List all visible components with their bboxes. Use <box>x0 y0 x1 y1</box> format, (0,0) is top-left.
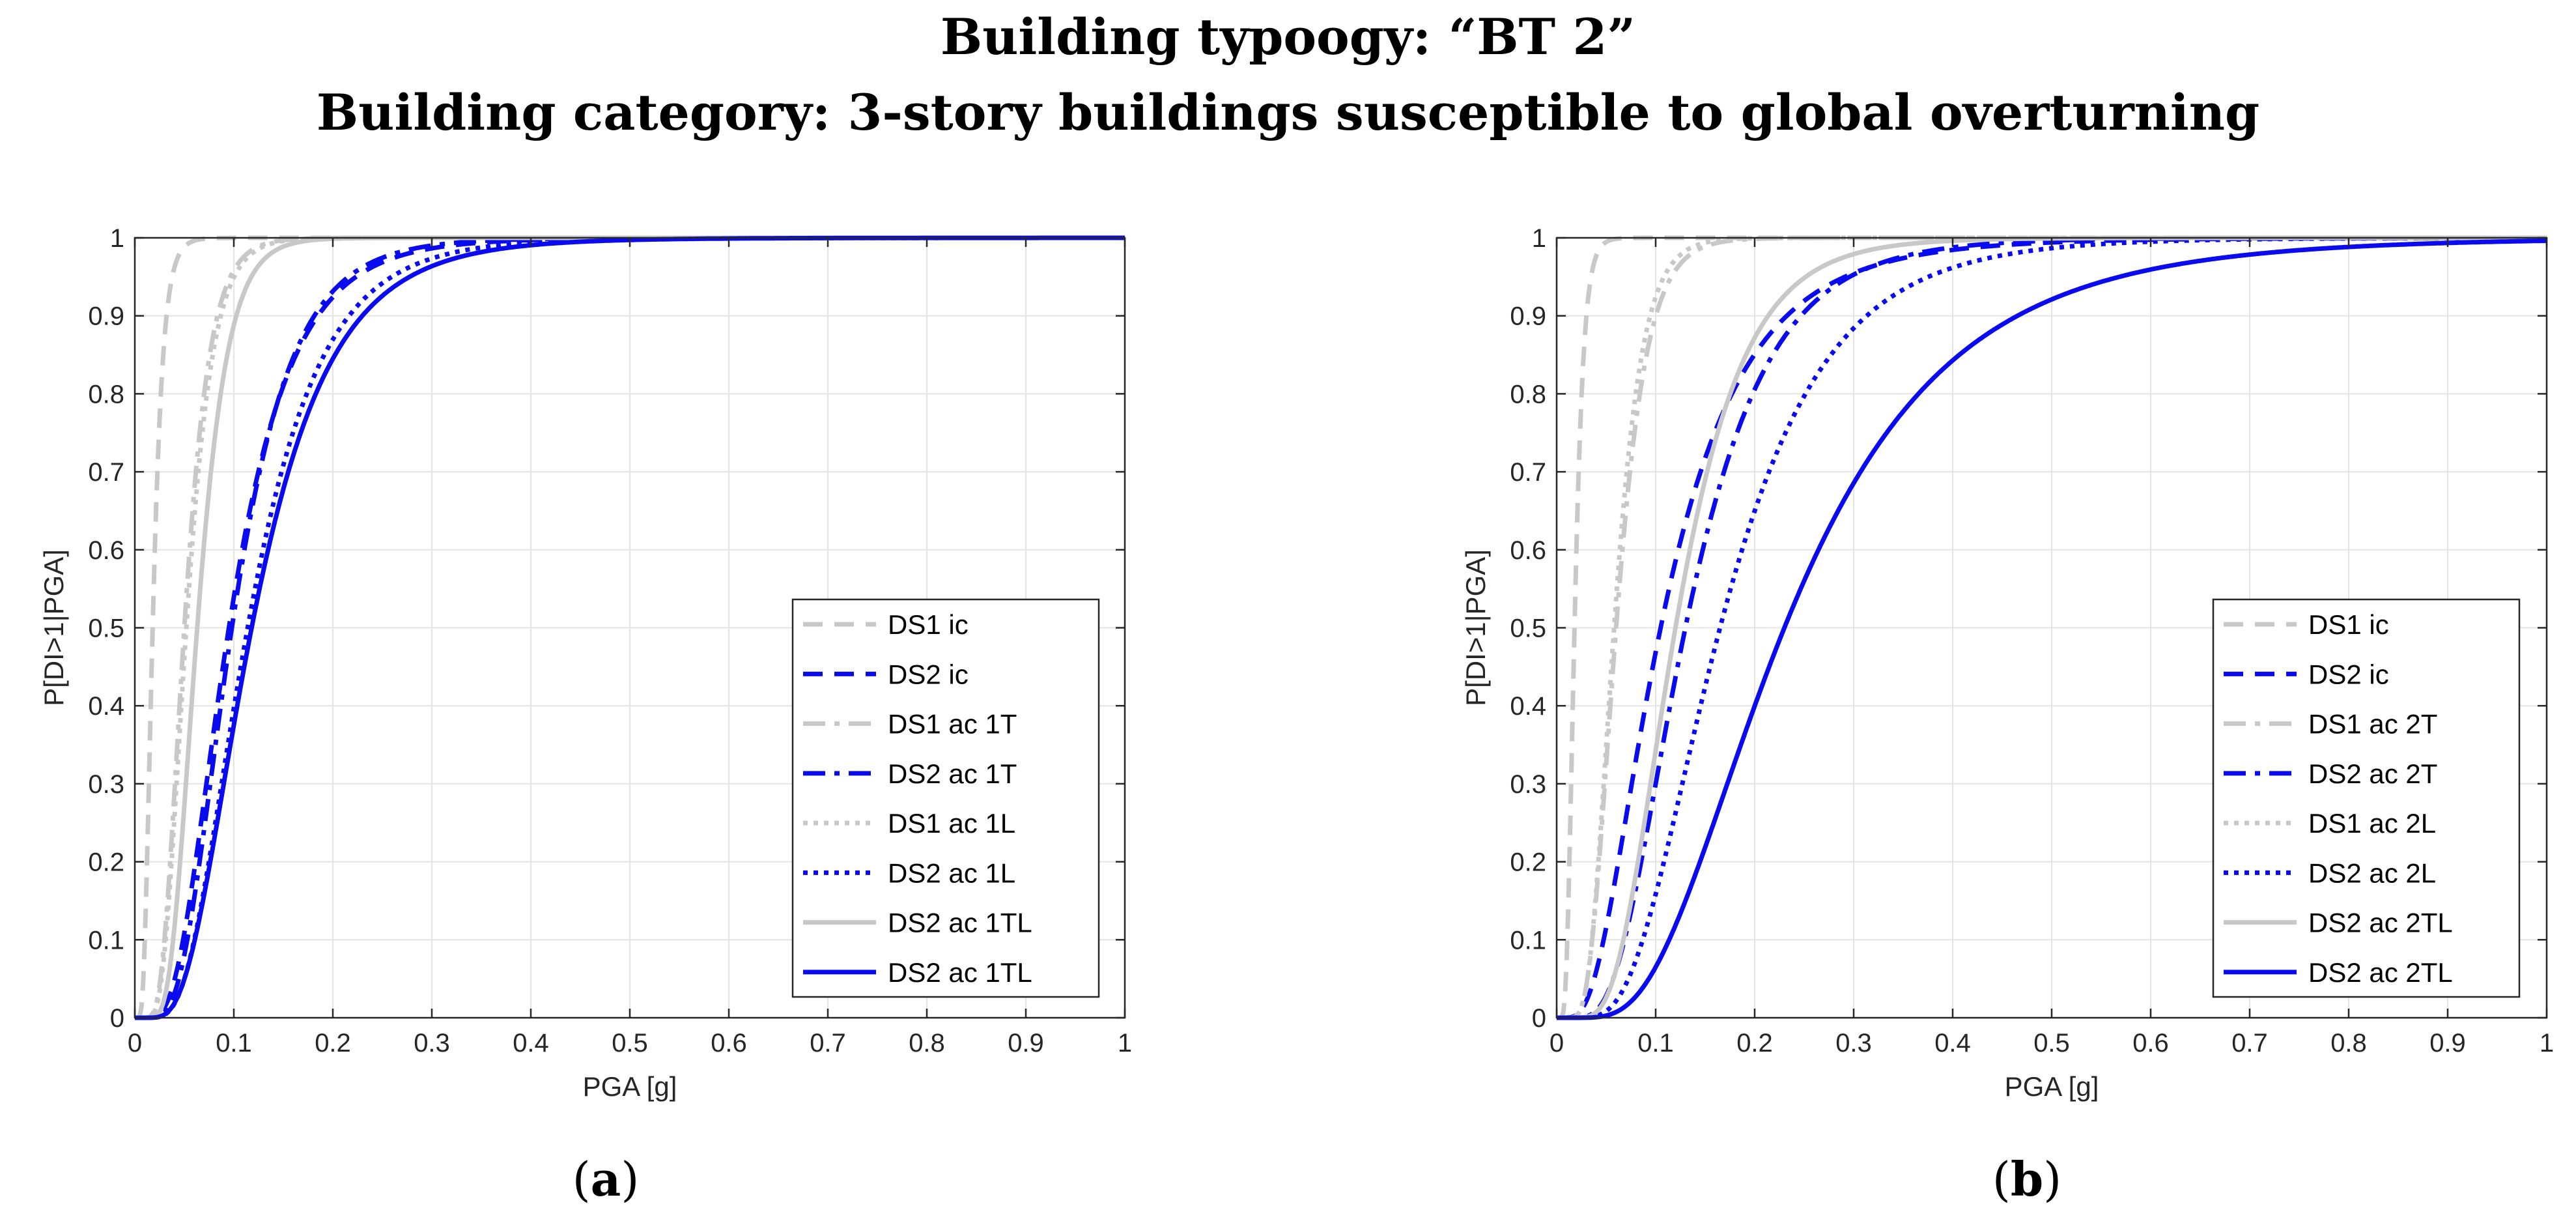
y-tick-label: 0.8 <box>88 380 124 409</box>
legend-label: DS2 ac 1L <box>888 857 1015 888</box>
x-tick-label: 0 <box>1550 1029 1564 1058</box>
legend-label: DS2 ac 2TL <box>2308 957 2453 988</box>
legend-label: DS2 ac 1T <box>888 758 1017 789</box>
y-tick-label: 0.5 <box>1510 614 1546 643</box>
legend-label: DS1 ic <box>2308 609 2389 640</box>
legend-label: DS2 ac 2T <box>2308 758 2437 789</box>
y-axis-label: P[DI>1|PGA] <box>38 549 69 706</box>
x-tick-label: 0.6 <box>711 1029 747 1058</box>
figure-title: Building typoogy: “BT 2” <box>940 8 1636 66</box>
y-tick-label: 0.3 <box>1510 770 1546 799</box>
y-tick-label: 0.6 <box>88 536 124 565</box>
series-line-ds2-ac-2l <box>1556 235 2547 1020</box>
legend-label: DS2 ac 1TL <box>888 957 1032 988</box>
y-tick-label: 0.4 <box>88 692 124 721</box>
x-tick-label: 0.2 <box>315 1029 351 1058</box>
x-tick-label: 0.2 <box>1736 1029 1773 1058</box>
panel-label-a: (a) <box>573 1151 640 1207</box>
x-axis-label: PGA [g] <box>2005 1071 2099 1102</box>
legend-label: DS1 ac 2T <box>2308 709 2437 740</box>
y-tick-label: 0.2 <box>1510 848 1546 877</box>
y-tick-label: 0.7 <box>88 458 124 487</box>
y-tick-label: 0.9 <box>88 302 124 331</box>
x-axis-label: PGA [g] <box>583 1071 677 1102</box>
x-tick-label: 0.7 <box>810 1029 846 1058</box>
x-tick-label: 0.1 <box>1637 1029 1674 1058</box>
x-tick-label: 0.9 <box>2429 1029 2466 1058</box>
legend: DS1 ic DS2 ic DS1 ac 1T DS2 ac 1T DS1 ac 1L D… <box>791 598 1100 998</box>
x-tick-label: 0.4 <box>1934 1029 1971 1058</box>
y-tick-label: 0.5 <box>88 614 124 643</box>
x-tick-label: 0.3 <box>414 1029 450 1058</box>
x-tick-label: 0.7 <box>2231 1029 2268 1058</box>
legend: DS1 ic DS2 ic DS1 ac 2T DS2 ac 2T DS1 ac 2L D… <box>2212 598 2521 998</box>
y-tick-label: 0.3 <box>88 770 124 799</box>
series-line-ds2-ac-2tl <box>1556 238 2547 1020</box>
legend-label: DS1 ic <box>888 609 969 640</box>
y-tick-label: 1 <box>110 224 124 253</box>
legend-label: DS2 ac 2TL <box>2308 908 2453 938</box>
legend-label: DS1 ac 2L <box>2308 808 2436 839</box>
y-tick-label: 1 <box>1532 224 1546 253</box>
y-tick-label: 0.2 <box>88 848 124 877</box>
y-axis-label: P[DI>1|PGA] <box>1460 549 1491 706</box>
y-tick-label: 0.1 <box>1510 926 1546 955</box>
y-tick-label: 0 <box>1532 1004 1546 1033</box>
legend-label: DS2 ic <box>2308 659 2389 689</box>
x-tick-label: 0.8 <box>2330 1029 2367 1058</box>
figure-subtitle: Building category: 3-story buildings sus… <box>316 83 2260 141</box>
legend-label: DS1 ac 1L <box>888 808 1015 839</box>
legend-label: DS1 ac 1T <box>888 709 1017 740</box>
series-line-ds2-ac-1l <box>134 235 1125 1020</box>
x-tick-label: 0.5 <box>2033 1029 2070 1058</box>
y-tick-label: 0.1 <box>88 926 124 955</box>
x-tick-label: 0 <box>128 1029 142 1058</box>
x-tick-label: 0.6 <box>2132 1029 2169 1058</box>
y-tick-label: 0.7 <box>1510 458 1546 487</box>
legend-label: DS2 ic <box>888 659 969 689</box>
legend-box <box>791 598 1100 998</box>
x-tick-label: 0.4 <box>513 1029 549 1058</box>
y-tick-label: 0.9 <box>1510 302 1546 331</box>
x-tick-label: 0.8 <box>909 1029 945 1058</box>
chart-panel-b: 0 0.1 0.2 0.3 0.4 0.5 0.6 0.7 0.8 0.9 1 0 0.1 0.2 0.3 0… <box>1460 224 2554 1207</box>
x-tick-label: 0.9 <box>1008 1029 1044 1058</box>
x-tick-label: 1 <box>1118 1029 1132 1058</box>
chart-panel-a: 0 0.1 0.2 0.3 0.4 0.5 0.6 0.7 0.8 0.9 1 0 0.1 0.2 0.3 0… <box>38 224 1132 1207</box>
legend-box <box>2212 598 2521 998</box>
x-tick-label: 1 <box>2540 1029 2554 1058</box>
y-tick-label: 0.8 <box>1510 380 1546 409</box>
y-tick-label: 0 <box>110 1004 124 1033</box>
x-tick-label: 0.3 <box>1835 1029 1872 1058</box>
x-tick-label: 0.1 <box>216 1029 252 1058</box>
panel-label-b: (b) <box>1992 1151 2062 1207</box>
legend-label: DS2 ac 1TL <box>888 908 1032 938</box>
x-tick-label: 0.5 <box>612 1029 648 1058</box>
legend-label: DS2 ac 2L <box>2308 857 2436 888</box>
y-tick-label: 0.6 <box>1510 536 1546 565</box>
y-tick-label: 0.4 <box>1510 692 1546 721</box>
